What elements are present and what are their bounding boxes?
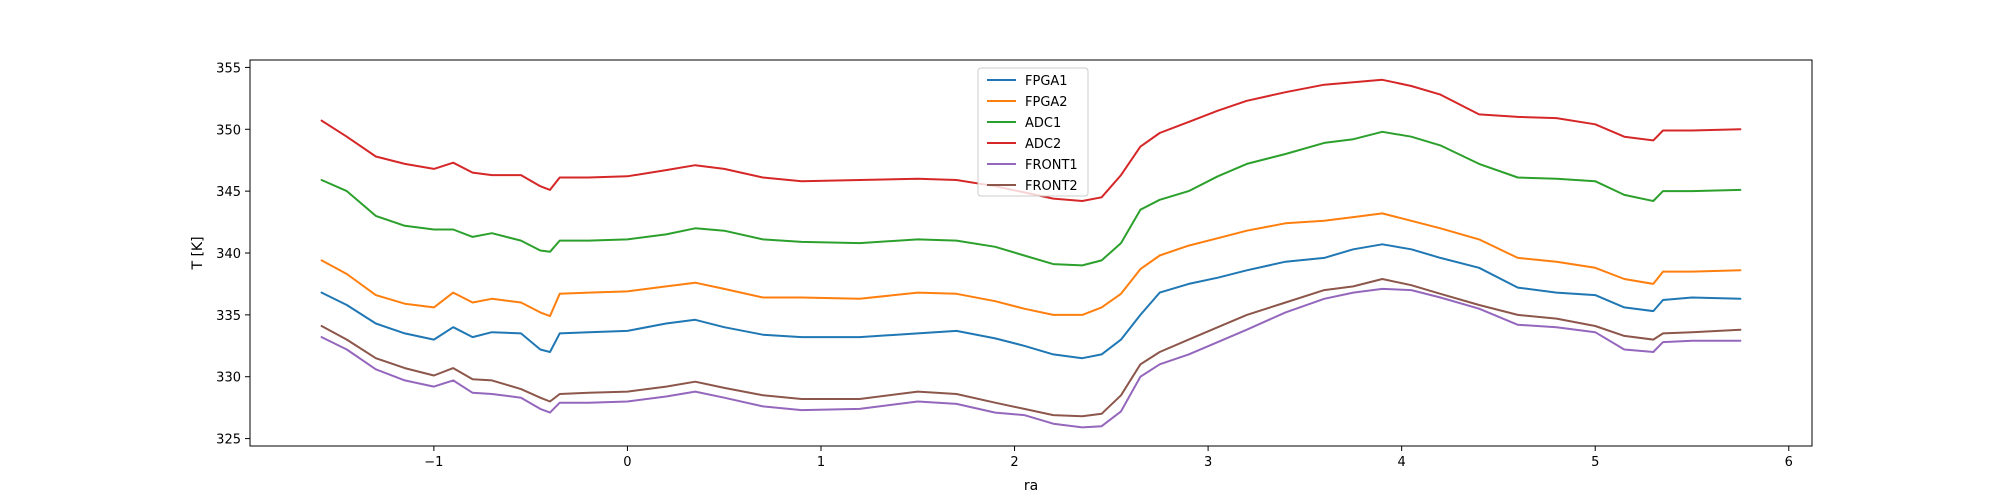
y-tick-label: 325 xyxy=(216,433,241,448)
legend-label-front2: FRONT2 xyxy=(1025,179,1078,194)
legend-label-adc1: ADC1 xyxy=(1025,116,1061,131)
y-axis-ticks: 325 330 335 340 345 350 355 xyxy=(216,61,250,448)
series-line-adc1 xyxy=(320,130,1742,267)
y-tick-label: 330 xyxy=(216,371,241,386)
y-tick-label: 335 xyxy=(216,309,241,324)
y-tick-label: 340 xyxy=(216,247,241,262)
series-line-fpga1 xyxy=(320,243,1742,360)
x-tick-label: 5 xyxy=(1591,455,1599,470)
x-tick-label: −1 xyxy=(424,455,443,470)
plot-frame xyxy=(249,59,1813,447)
x-axis-ticks: −1 0 1 2 3 4 5 6 xyxy=(424,446,1793,470)
x-tick-label: 0 xyxy=(623,455,631,470)
x-tick-label: 3 xyxy=(1204,455,1212,470)
series-line-front2 xyxy=(320,278,1742,418)
series-line-front1 xyxy=(320,287,1742,429)
series-line-fpga2 xyxy=(320,212,1742,318)
x-tick-label: 4 xyxy=(1398,455,1406,470)
y-tick-label: 350 xyxy=(216,123,241,138)
legend-label-front1: FRONT1 xyxy=(1025,158,1078,173)
x-axis-label: ra xyxy=(1024,478,1038,494)
legend-label-fpga2: FPGA2 xyxy=(1025,95,1068,110)
legend-label-fpga1: FPGA1 xyxy=(1025,74,1068,89)
x-tick-label: 2 xyxy=(1010,455,1018,470)
x-tick-label: 6 xyxy=(1785,455,1793,470)
legend: FPGA1 FPGA2 ADC1 ADC2 FRONT1 FRONT2 xyxy=(977,67,1089,197)
y-axis-label: T [K] xyxy=(190,236,206,270)
x-tick-label: 1 xyxy=(817,455,825,470)
y-tick-label: 355 xyxy=(216,61,241,76)
legend-label-adc2: ADC2 xyxy=(1025,137,1061,152)
y-tick-label: 345 xyxy=(216,185,241,200)
legend-items: FPGA1 FPGA2 ADC1 ADC2 FRONT1 FRONT2 xyxy=(987,74,1078,194)
